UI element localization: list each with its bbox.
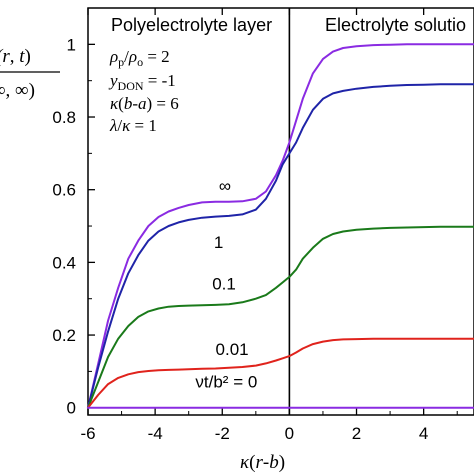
y-tick-label: 0.6 <box>52 181 76 200</box>
y-tick-label: 0.8 <box>52 108 76 127</box>
x-tick-label: 4 <box>419 424 428 443</box>
curve-label-4: νt/b² = 0 <box>195 373 257 392</box>
x-tick-label: -4 <box>148 424 163 443</box>
param-kappa-ba: κ(b-a) = 6 <box>110 94 179 113</box>
x-tick-label: 0 <box>285 424 294 443</box>
y-tick-label: 1 <box>67 35 76 54</box>
curve-label-2: 0.1 <box>212 275 236 294</box>
x-tick-label: 2 <box>352 424 361 443</box>
series-line-1 <box>87 83 474 409</box>
series-line-0 <box>87 43 474 409</box>
series-line-2 <box>87 225 474 409</box>
curve-label-3: 0.01 <box>216 340 249 359</box>
param-ydon: yDON = -1 <box>108 71 176 93</box>
x-tick-label: -2 <box>215 424 230 443</box>
y-axis-label-line-2: ∞, ∞) <box>0 80 35 101</box>
y-tick-label: 0 <box>67 399 76 418</box>
param-rho: ρp/ρo = 2 <box>109 47 170 69</box>
y-tick-label: 0.2 <box>52 326 76 345</box>
x-axis-label: κ(r-b) <box>240 452 285 473</box>
region-label-polyelectrolyte: Polyelectrolyte layer <box>111 15 272 35</box>
y-axis-label-line-1: (r, t) <box>0 46 31 67</box>
x-tick-label: -6 <box>80 424 95 443</box>
curve-label-0: ∞ <box>219 177 231 196</box>
param-lambda-kappa: λ/κ = 1 <box>109 116 157 135</box>
y-tick-label: 0.4 <box>52 253 76 272</box>
curve-label-1: 1 <box>214 233 223 252</box>
region-label-electrolyte: Electrolyte solutio <box>325 15 466 35</box>
plot-frame <box>87 7 474 416</box>
series-line-3 <box>87 337 474 409</box>
